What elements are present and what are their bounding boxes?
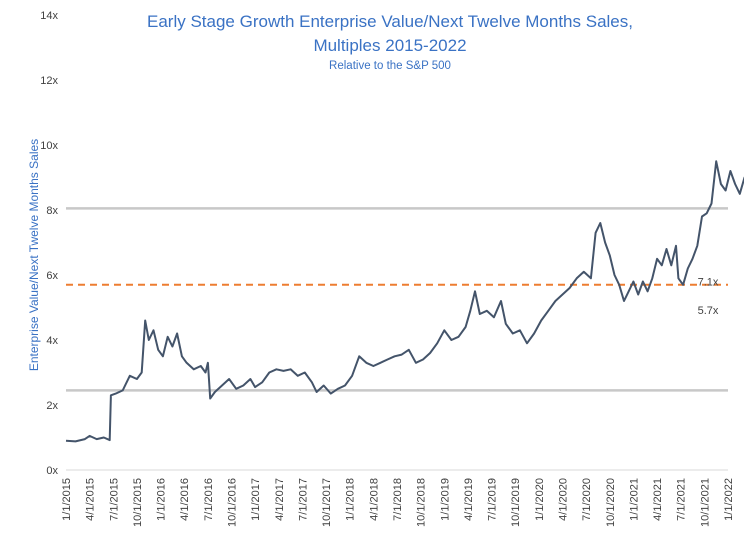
x-tick-label: 1/1/2022	[723, 478, 735, 521]
x-tick-label: 10/1/2015	[132, 478, 144, 527]
x-tick-label: 4/1/2021	[652, 478, 664, 521]
x-tick-label: 10/1/2021	[699, 478, 711, 527]
x-tick-label: 7/1/2017	[297, 478, 309, 521]
chart-subtitle: Relative to the S&P 500	[329, 60, 451, 72]
x-tick-label: 10/1/2018	[416, 478, 428, 527]
x-tick-label: 4/1/2016	[179, 478, 191, 521]
y-tick-label: 6x	[46, 270, 58, 282]
y-tick-label: 10x	[40, 140, 58, 152]
x-tick-label: 4/1/2020	[558, 478, 570, 521]
x-tick-label: 7/1/2019	[487, 478, 499, 521]
x-tick-label: 4/1/2018	[368, 478, 380, 521]
x-tick-label: 1/1/2018	[345, 478, 357, 521]
y-tick-label: 2x	[46, 400, 58, 412]
x-tick-label: 7/1/2016	[203, 478, 215, 521]
x-tick-label: 7/1/2021	[676, 478, 688, 521]
x-tick-label: 10/1/2016	[227, 478, 239, 527]
x-tick-label: 7/1/2015	[108, 478, 120, 521]
x-tick-label: 4/1/2019	[463, 478, 475, 521]
x-tick-label: 1/1/2016	[156, 478, 168, 521]
x-tick-label: 10/1/2020	[605, 478, 617, 527]
x-tick-label: 1/1/2020	[534, 478, 546, 521]
x-tick-label: 1/1/2017	[250, 478, 262, 521]
series-line	[65, 160, 744, 443]
chart-title-line1: Early Stage Growth Enterprise Value/Next…	[147, 12, 633, 31]
x-tick-label: 1/1/2021	[628, 478, 640, 521]
x-tick-label: 10/1/2019	[510, 478, 522, 527]
chart-title-line2: Multiples 2015-2022	[313, 36, 467, 55]
x-tick-label: 4/1/2017	[274, 478, 286, 521]
x-tick-label: 1/1/2015	[61, 478, 73, 521]
y-tick-label: 4x	[46, 335, 58, 347]
data-annotation: 5.7x	[698, 305, 719, 317]
x-tick-label: 4/1/2015	[85, 478, 97, 521]
x-tick-label: 1/1/2019	[439, 478, 451, 521]
x-tick-label: 10/1/2017	[321, 478, 333, 527]
data-annotation: 7.1x	[698, 276, 719, 288]
y-tick-label: 8x	[46, 205, 58, 217]
y-tick-label: 14x	[40, 10, 58, 22]
x-tick-label: 7/1/2018	[392, 478, 404, 521]
y-tick-label: 0x	[46, 465, 58, 477]
y-tick-label: 12x	[40, 75, 58, 87]
x-tick-label: 7/1/2020	[581, 478, 593, 521]
